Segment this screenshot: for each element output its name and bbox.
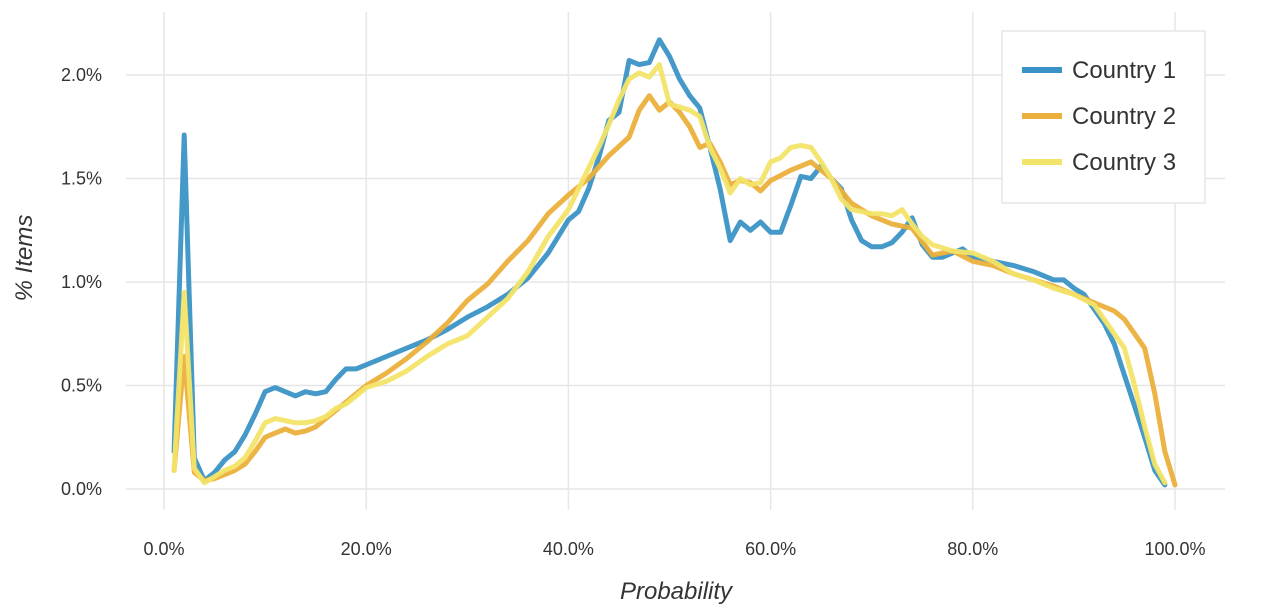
legend-label: Country 1: [1072, 57, 1176, 84]
y-tick-label: 0.5%: [61, 376, 102, 396]
legend: Country 1 Country 2 Country 3: [1001, 30, 1206, 204]
x-axis-title: Probability: [620, 578, 734, 605]
y-axis-title: % Items: [11, 215, 38, 302]
x-axis-tick-labels: 0.0% 20.0% 40.0% 60.0% 80.0% 100.0%: [143, 539, 1205, 559]
y-tick-label: 0.0%: [61, 479, 102, 499]
x-tick-label: 20.0%: [341, 539, 392, 559]
y-tick-label: 1.5%: [61, 169, 102, 189]
y-tick-label: 2.0%: [61, 65, 102, 85]
series-lines: [171, 37, 1178, 488]
legend-label: Country 2: [1072, 103, 1176, 130]
y-axis-tick-labels: 0.0% 0.5% 1.0% 1.5% 2.0%: [61, 65, 102, 499]
x-tick-label: 40.0%: [543, 539, 594, 559]
x-tick-label: 0.0%: [143, 539, 184, 559]
series-line-3: [171, 62, 1168, 486]
x-tick-label: 60.0%: [745, 539, 796, 559]
legend-label: Country 3: [1072, 149, 1176, 176]
x-tick-label: 100.0%: [1144, 539, 1205, 559]
y-tick-label: 1.0%: [61, 272, 102, 292]
x-tick-label: 80.0%: [947, 539, 998, 559]
